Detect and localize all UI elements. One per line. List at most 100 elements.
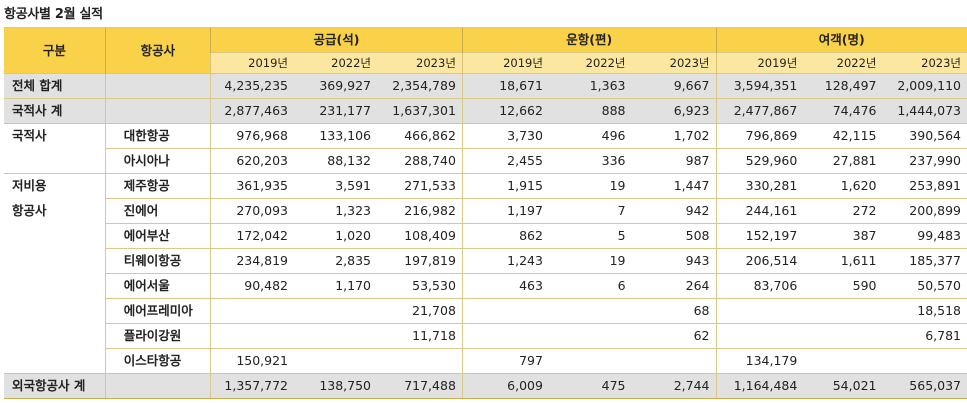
cell: 888 [548,98,632,124]
cell: 1,357,772 [210,373,295,399]
cell: 1,702 [631,123,717,149]
cell: 83,706 [715,273,804,299]
cell: 717,488 [377,373,463,399]
cell: 18,518 [882,298,967,324]
cell [548,348,632,374]
cell: 234,819 [210,248,295,274]
cell: 463 [461,273,549,299]
cell: 4,235,235 [210,73,295,99]
row-category: 국적사 계 [4,98,106,124]
cell: 27,881 [803,148,883,174]
cell: 5 [548,223,632,249]
cell: 466,862 [377,123,463,149]
cell [210,298,295,324]
header-year: 2019년 [461,52,549,74]
cell: 1,444,073 [882,98,967,124]
row-category: 저비용 [4,173,106,199]
cell: 796,869 [715,123,804,149]
row-airline: 에어프레미아 [104,298,211,324]
cell: 943 [631,248,717,274]
cell: 3,594,351 [715,73,804,99]
cell: 53,530 [377,273,463,299]
cell: 1,020 [294,223,378,249]
header-year: 2019년 [715,52,804,74]
table-row: 항공사 진에어 270,093 1,323 216,982 1,197 7 94… [4,198,967,224]
row-airline: 대한항공 [104,123,211,149]
cell: 133,106 [294,123,378,149]
row-airline: 제주항공 [104,173,211,199]
cell: 185,377 [882,248,967,274]
cell: 200,899 [882,198,967,224]
cell: 369,927 [294,73,378,99]
row-category [4,149,105,174]
cell: 1,170 [294,273,378,299]
cell: 1,611 [803,248,883,274]
row-category [4,299,105,324]
cell: 1,915 [461,173,549,199]
cell: 6,781 [882,323,967,349]
cell: 2,455 [461,148,549,174]
cell: 172,042 [210,223,295,249]
cell: 99,483 [882,223,967,249]
cell: 1,620 [803,173,883,199]
cell: 590 [803,273,883,299]
cell: 1,447 [631,173,717,199]
cell: 7 [548,198,632,224]
cell: 253,891 [882,173,967,199]
cell: 88,132 [294,148,378,174]
cell: 50,570 [882,273,967,299]
cell: 1,637,301 [377,98,463,124]
row-category: 항공사 [12,203,47,218]
cell: 18,671 [461,73,549,99]
table-row: 저비용 제주항공 361,935 3,591 271,533 1,915 19 … [4,173,967,199]
header-row: 구분 항공사 공급(석) 운항(편) 여객(명) [4,27,967,74]
cell: 152,197 [715,223,804,249]
cell: 1,164,484 [715,373,804,399]
row-airline: 에어부산 [104,223,211,249]
cell [377,348,463,374]
airline-results-table: 구분 항공사 공급(석) 운항(편) 여객(명) 2019년 2022년 202… [4,27,967,399]
row-category [4,324,105,349]
cell [715,298,804,324]
cell: 6,923 [631,98,717,124]
cell [803,298,883,324]
cell: 336 [548,148,632,174]
header-year: 2019년 [210,52,295,74]
table-row-domestic-total: 국적사 계 2,877,463 231,177 1,637,301 12,662… [4,98,967,124]
cell: 272 [803,198,883,224]
cell: 6 [548,273,632,299]
cell [461,298,549,324]
cell: 942 [631,198,717,224]
cell: 1,323 [294,198,378,224]
row-airline [104,98,211,124]
cell: 6,009 [461,373,549,399]
cell: 134,179 [715,348,804,374]
cell: 42,115 [803,123,883,149]
cell: 2,877,463 [210,98,295,124]
cell [882,348,967,374]
cell: 508 [631,223,717,249]
table-row-foreign-total: 외국항공사 계 1,357,772 138,750 717,488 6,009 … [4,373,967,399]
cell: 2,835 [294,248,378,274]
cell: 330,281 [715,173,804,199]
cell [548,323,632,349]
header-gubun: 구분 [4,27,106,74]
cell: 1,363 [548,73,632,99]
cell: 19 [548,173,632,199]
header-airline: 항공사 [104,27,211,74]
cell: 216,982 [377,198,463,224]
row-category [4,224,105,249]
cell: 237,990 [882,148,967,174]
page-title: 항공사별 2월 실적 [4,7,103,22]
cell: 197,819 [377,248,463,274]
cell: 9,667 [631,73,717,99]
cell: 1,243 [461,248,549,274]
header-year: 2023년 [631,52,717,74]
table-row: 티웨이항공 234,819 2,835 197,819 1,243 19 943… [4,248,967,274]
cell [294,323,378,349]
cell: 797 [461,348,549,374]
cell: 12,662 [461,98,549,124]
header-group-flights: 운항(편) [461,27,717,53]
cell: 2,477,867 [715,98,804,124]
cell [715,323,804,349]
